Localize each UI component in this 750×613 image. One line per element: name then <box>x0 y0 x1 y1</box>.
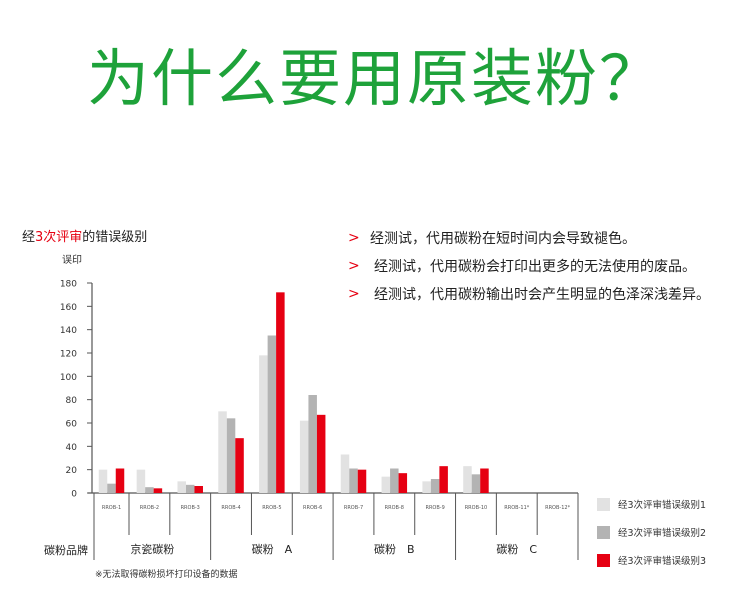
chart-title-part: 的错误级别 <box>82 230 148 245</box>
bar <box>136 469 146 493</box>
y-tick-label: 120 <box>60 350 77 360</box>
bar <box>107 483 116 493</box>
bar <box>145 487 154 493</box>
bar <box>235 438 244 493</box>
group-label: 碳粉 B <box>374 542 415 556</box>
legend: 经3次评审错误级别1 经3次评审错误级别2 经3次评审错误级别3 <box>597 490 706 574</box>
bar <box>218 411 227 493</box>
group-label: 京瓷碳粉 <box>130 542 174 556</box>
bar <box>267 335 277 493</box>
bar <box>98 469 108 493</box>
chevron-right-icon: > <box>348 286 360 302</box>
bar <box>340 454 350 493</box>
legend-swatch <box>597 525 610 539</box>
category-label: RROB-10 <box>465 505 487 511</box>
category-label: RROB-1 <box>102 505 121 511</box>
y-tick-label: 140 <box>60 326 77 336</box>
chart-title-part: 经 <box>22 230 36 245</box>
bar <box>308 395 317 493</box>
bar <box>463 466 472 493</box>
bar <box>422 481 431 493</box>
y-tick-label: 20 <box>66 466 78 476</box>
bar <box>480 468 489 493</box>
chart-title-highlight: 3次评审 <box>35 230 83 245</box>
group-label: 碳粉 C <box>496 542 537 556</box>
bar <box>226 418 236 493</box>
bar <box>381 476 391 493</box>
bar <box>398 473 408 493</box>
bar <box>153 488 163 493</box>
category-label: RROB-6 <box>303 505 322 511</box>
bar <box>185 484 195 493</box>
bullet-text: 经测试，代用碳粉会打印出更多的无法使用的废品。 <box>374 259 696 275</box>
y-axis-label: 误印 <box>62 254 82 266</box>
bar <box>259 355 268 493</box>
y-tick-label: 100 <box>60 373 77 383</box>
category-label: RROB-3 <box>181 505 200 511</box>
legend-label: 经3次评审错误级别2 <box>618 528 707 539</box>
legend-item: 经3次评审错误级别1 <box>597 490 706 518</box>
bullet-item: > 经测试，代用碳粉输出时会产生明显的色泽深浅差异。 <box>348 280 710 308</box>
category-label: RROB-2 <box>140 505 159 511</box>
y-tick-label: 80 <box>66 396 78 406</box>
y-tick-label: 0 <box>71 490 77 500</box>
footnote: ※无法取得碳粉损坏打印设备的数据 <box>95 570 238 580</box>
y-tick-label: 40 <box>66 443 78 453</box>
category-label: RROB-11* <box>504 505 529 511</box>
brand-row-label: 碳粉品牌 <box>44 544 88 557</box>
bar <box>316 414 326 493</box>
category-label: RROB-5 <box>262 505 281 511</box>
bar <box>439 466 448 493</box>
bar <box>390 468 399 493</box>
category-label: RROB-4 <box>221 505 240 511</box>
y-tick-label: 180 <box>60 280 77 290</box>
bar <box>194 486 203 493</box>
chevron-right-icon: > <box>348 258 360 274</box>
legend-item: 经3次评审错误级别2 <box>597 518 706 546</box>
headline: 为什么要用原装粉？ <box>86 42 663 115</box>
y-tick-label: 160 <box>60 303 77 313</box>
legend-swatch <box>597 553 610 567</box>
category-label: RROB-7 <box>344 505 363 511</box>
category-label: RROB-12* <box>545 505 570 511</box>
bar <box>276 292 285 493</box>
legend-item: 经3次评审错误级别3 <box>597 546 706 574</box>
chevron-right-icon: > <box>348 230 360 246</box>
bullet-item: > 经测试，代用碳粉在短时间内会导致褪色。 <box>348 224 710 252</box>
y-tick-label: 60 <box>66 420 78 430</box>
bullet-text: 经测试，代用碳粉输出时会产生明显的色泽深浅差异。 <box>374 287 710 303</box>
chart-title: 经3次评审的错误级别 <box>22 226 147 245</box>
legend-swatch <box>597 497 610 511</box>
bar <box>357 469 367 493</box>
category-label: RROB-8 <box>385 505 404 511</box>
bar <box>177 481 186 493</box>
legend-label: 经3次评审错误级别3 <box>618 556 707 567</box>
bar <box>349 468 358 493</box>
bullet-text: 经测试，代用碳粉在短时间内会导致褪色。 <box>370 231 636 247</box>
bar <box>430 479 440 493</box>
group-label: 碳粉 A <box>252 542 293 556</box>
legend-label: 经3次评审错误级别1 <box>618 500 707 511</box>
bullet-item: > 经测试，代用碳粉会打印出更多的无法使用的废品。 <box>348 252 710 280</box>
bar <box>115 468 125 493</box>
bullet-list: > 经测试，代用碳粉在短时间内会导致褪色。 > 经测试，代用碳粉会打印出更多的无法使… <box>348 224 710 308</box>
category-label: RROB-9 <box>425 505 444 511</box>
bar <box>471 474 481 493</box>
bar <box>299 420 309 493</box>
